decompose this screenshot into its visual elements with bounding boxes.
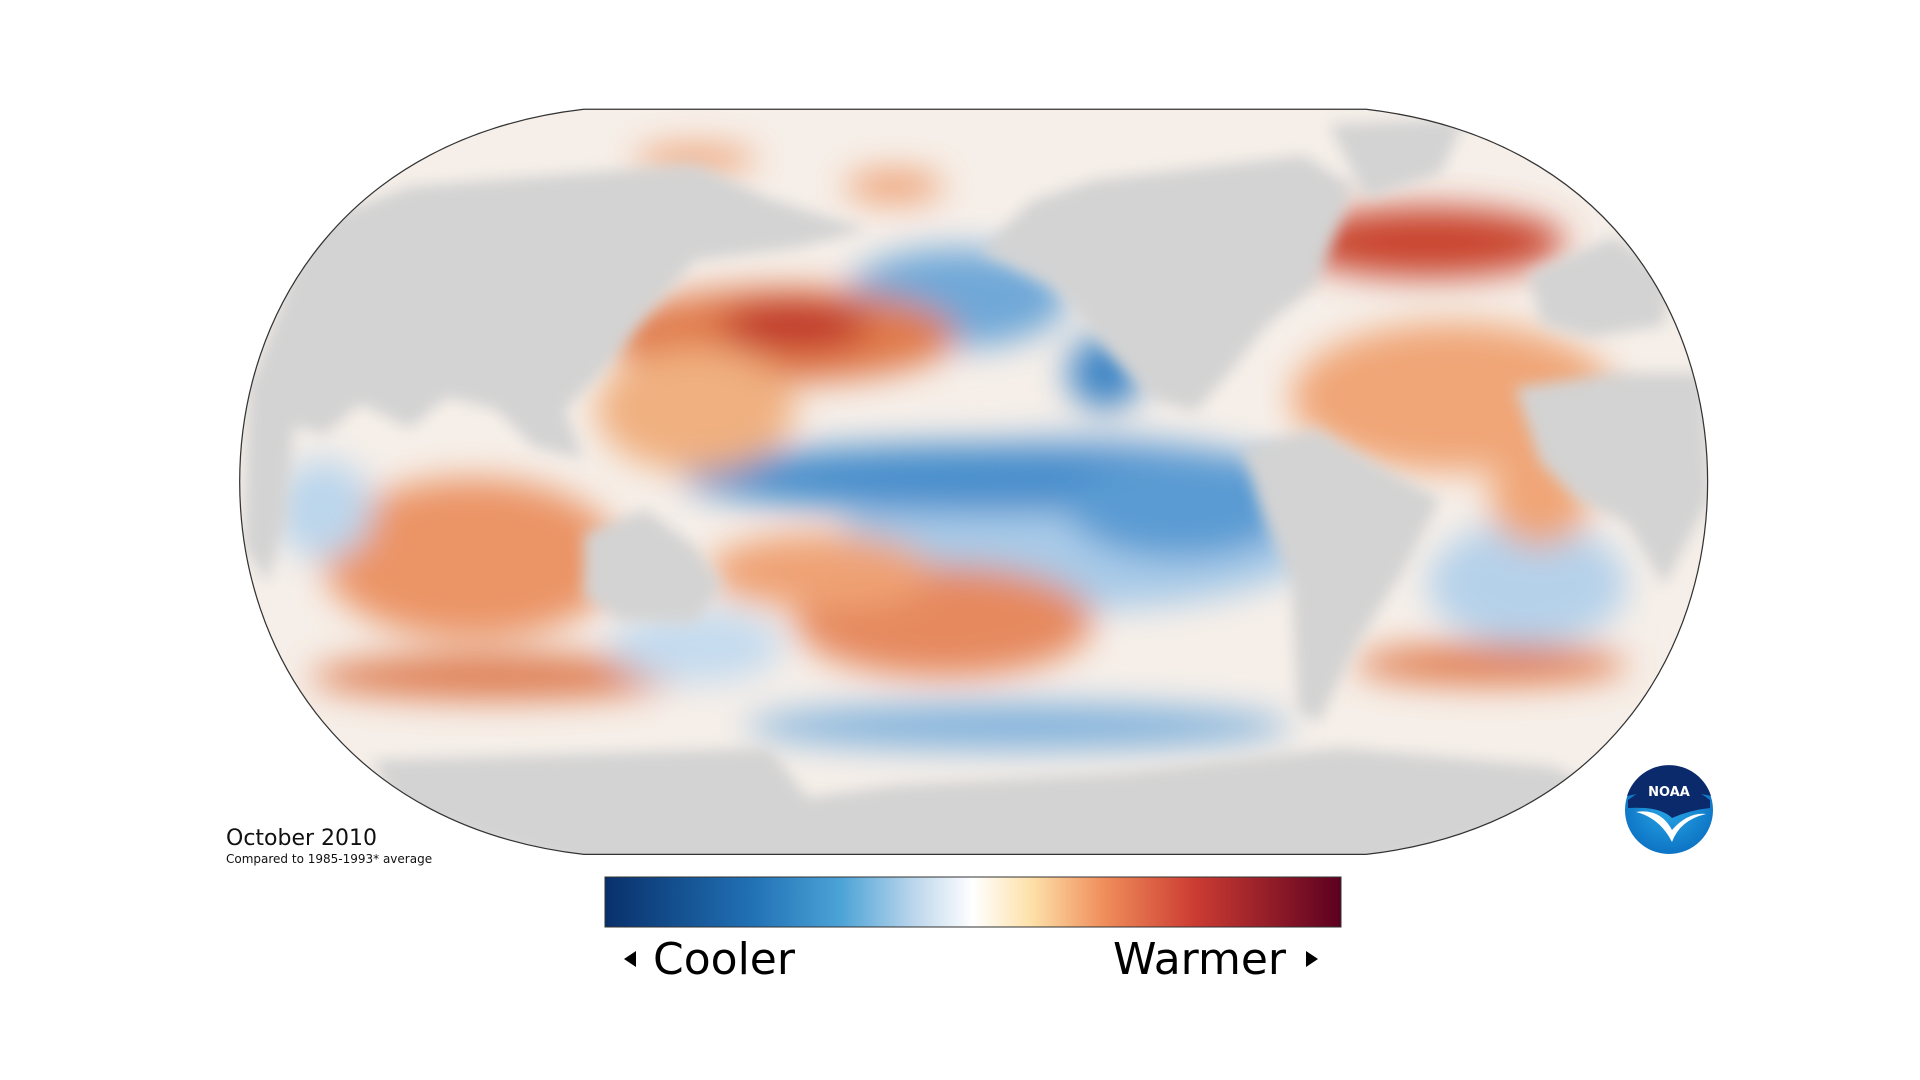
map-subtitle: Compared to 1985-1993* average <box>226 852 432 866</box>
europe <box>1527 235 1671 338</box>
anomaly-blob <box>633 146 758 172</box>
logo-band <box>1628 784 1710 818</box>
australia <box>583 509 723 624</box>
cooler-label: Cooler <box>653 934 796 985</box>
anomaly-blob <box>608 608 783 684</box>
greenland <box>1328 117 1466 199</box>
land <box>243 117 1708 855</box>
logo-text: NOAA <box>1648 785 1690 800</box>
anomaly-blob <box>1068 459 1292 559</box>
eurasia <box>254 163 870 460</box>
anomaly-field <box>273 146 1627 749</box>
cooler-arrow <box>624 951 636 967</box>
map-title: October 2010 <box>226 826 377 851</box>
anomaly-blob <box>1353 644 1627 685</box>
anomaly-blob <box>322 478 621 640</box>
anomaly-blob <box>745 704 1292 749</box>
anomaly-blob <box>1428 521 1627 646</box>
anomaly-blob <box>273 459 373 559</box>
map-outline <box>239 108 1709 856</box>
antarctica <box>372 747 1627 855</box>
anomaly-blob <box>844 171 944 202</box>
anomaly-blob <box>310 654 684 700</box>
map <box>239 108 1709 856</box>
south-america <box>1241 428 1441 723</box>
warmer-label: Warmer <box>1113 934 1287 985</box>
color-scale <box>604 876 1342 928</box>
anomaly-blob <box>707 534 932 609</box>
africa-west <box>243 372 296 584</box>
warmer-arrow <box>1306 951 1318 967</box>
anomaly-blob <box>1291 207 1565 277</box>
anomaly-blob <box>720 300 870 351</box>
anomaly-blob <box>596 347 795 472</box>
logo-bird <box>1636 811 1706 842</box>
map-area <box>239 109 1708 855</box>
africa-east <box>1515 372 1708 587</box>
noaa-logo: NOAA <box>1625 765 1713 854</box>
north-america <box>981 155 1354 413</box>
